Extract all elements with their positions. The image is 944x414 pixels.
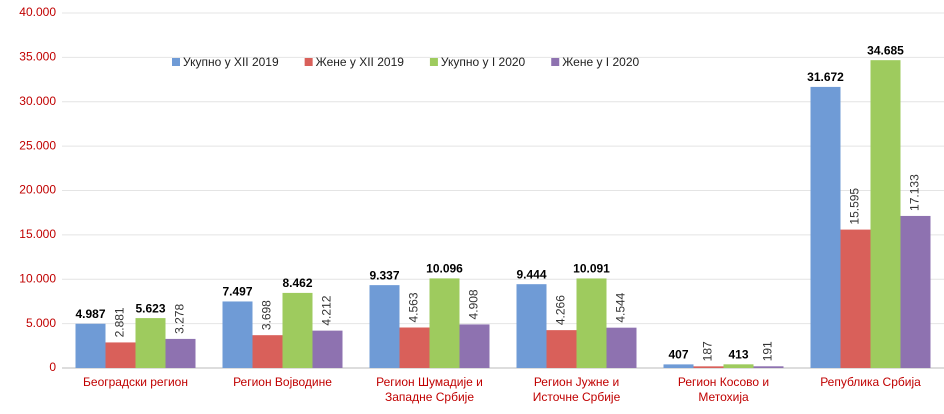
- y-tick-label: 0: [49, 360, 56, 374]
- value-label: 9.444: [516, 267, 546, 281]
- value-label: 3.698: [260, 300, 274, 330]
- bar: [693, 366, 724, 368]
- y-tick-label: 10.000: [19, 271, 56, 285]
- x-tick-label: Регион Војводине: [233, 375, 332, 389]
- value-label: 4.908: [467, 289, 481, 319]
- value-label: 413: [728, 348, 748, 362]
- bar: [576, 278, 607, 368]
- value-label: 4.987: [75, 307, 105, 321]
- y-tick-label: 15.000: [19, 227, 56, 241]
- bar: [105, 342, 136, 368]
- value-label: 3.278: [173, 304, 187, 334]
- bar: [252, 335, 283, 368]
- legend-swatch: [551, 58, 560, 66]
- value-label: 31.672: [807, 70, 844, 84]
- value-label: 4.563: [407, 292, 421, 322]
- value-label: 5.623: [135, 301, 165, 315]
- bar: [165, 338, 196, 368]
- value-label: 10.096: [426, 262, 463, 276]
- bar: [870, 60, 901, 368]
- legend-swatch: [304, 58, 313, 66]
- value-label: 191: [761, 341, 775, 361]
- value-label: 15.595: [848, 188, 862, 225]
- legend-label: Укупно у I 2020: [441, 55, 526, 69]
- bar: [312, 330, 343, 368]
- bar: [663, 364, 694, 368]
- bar: [459, 324, 490, 368]
- y-tick-label: 40.000: [19, 5, 56, 19]
- bar: [810, 86, 841, 368]
- y-tick-label: 30.000: [19, 94, 56, 108]
- legend-label: Жене у XII 2019: [316, 55, 405, 69]
- bar: [429, 278, 460, 368]
- bar: [222, 301, 253, 368]
- value-label: 10.091: [573, 262, 610, 276]
- legend-swatch: [172, 58, 180, 66]
- bar: [75, 323, 106, 368]
- legend-swatch: [429, 58, 438, 66]
- x-tick-label: Република Србија: [820, 375, 921, 389]
- value-label: 9.337: [369, 268, 399, 282]
- legend-label: Жене у I 2020: [562, 55, 639, 69]
- bar: [546, 330, 577, 368]
- bar: [606, 327, 637, 368]
- bar: [840, 229, 871, 368]
- bar: [369, 285, 400, 368]
- y-tick-label: 35.000: [19, 50, 56, 64]
- value-label: 4.544: [614, 292, 628, 322]
- bar: [516, 284, 547, 368]
- value-label: 187: [701, 341, 715, 361]
- bar: [135, 318, 166, 368]
- x-tick-label: Београдски регион: [83, 375, 188, 389]
- value-label: 8.462: [282, 276, 312, 290]
- value-label: 407: [668, 348, 688, 362]
- bar: [399, 327, 430, 368]
- value-label: 17.133: [908, 174, 922, 211]
- x-tick-label: Регион Јужне и Источне Србије: [533, 375, 621, 404]
- value-label: 2.881: [113, 307, 127, 337]
- bar: [900, 215, 931, 368]
- bar: [282, 292, 313, 368]
- x-tick-label: Регион Косово и Метохија: [678, 375, 769, 404]
- bar: [753, 366, 784, 368]
- y-tick-label: 5.000: [26, 316, 56, 330]
- value-label: 4.266: [554, 295, 568, 325]
- y-tick-label: 25.000: [19, 138, 56, 152]
- bar: [723, 364, 754, 368]
- legend-label: Укупно у XII 2019: [183, 55, 279, 69]
- value-label: 34.685: [867, 43, 904, 57]
- value-label: 7.497: [222, 285, 252, 299]
- x-tick-label: Регион Шумадије и Западне Србије: [376, 375, 483, 404]
- y-tick-label: 20.000: [19, 183, 56, 197]
- value-label: 4.212: [320, 295, 334, 325]
